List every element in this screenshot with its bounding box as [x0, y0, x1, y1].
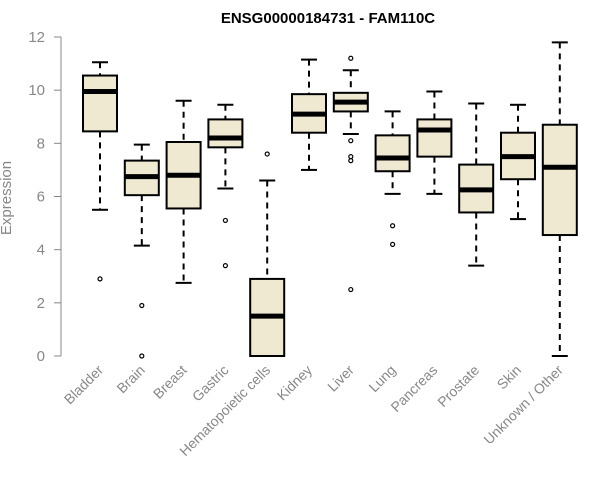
box-prostate — [458, 102, 495, 267]
box-group — [82, 41, 578, 359]
box-gastric — [207, 103, 244, 269]
box-pancreas — [416, 90, 453, 195]
y-tick-label: 10 — [28, 82, 45, 99]
box-bladder — [82, 61, 118, 282]
iqr-box — [374, 134, 411, 173]
outlier-point — [222, 217, 228, 224]
iqr-box — [82, 74, 118, 133]
outlier-point — [139, 302, 145, 309]
y-axis-label: Expression — [0, 161, 15, 235]
x-tick-label: Bladder — [61, 362, 107, 408]
y-tick-label: 0 — [37, 348, 45, 365]
y-tick-label: 4 — [37, 242, 45, 259]
box-breast — [165, 99, 202, 284]
iqr-box — [416, 118, 453, 158]
x-tick-label: Kidney — [274, 362, 316, 404]
y-axis: 0 2 4 6 8 10 12 — [28, 29, 62, 365]
chart-title: ENSG00000184731 - FAM110C — [221, 10, 435, 27]
y-tick-label: 6 — [37, 189, 45, 206]
outlier-point — [348, 286, 354, 293]
box-hematopoietic-cells — [249, 151, 286, 357]
x-tick-label: Lung — [365, 362, 398, 395]
box-lung — [374, 110, 411, 247]
box-brain — [123, 143, 160, 359]
x-tick-label: Prostate — [434, 362, 482, 410]
outlier-point — [97, 276, 103, 282]
outlier-point — [139, 353, 145, 359]
box-liver — [332, 55, 369, 293]
outlier-point — [264, 151, 270, 157]
y-tick-label: 8 — [37, 135, 45, 152]
outlier-point — [348, 158, 354, 164]
x-tick-label: Liver — [324, 362, 357, 395]
x-tick-label: Brain — [113, 362, 147, 396]
iqr-box — [207, 118, 244, 149]
x-tick-label: Skin — [494, 362, 525, 393]
outlier-point — [222, 263, 228, 269]
x-tick-label: Breast — [150, 362, 190, 402]
box-kidney — [291, 58, 327, 171]
box-skin — [500, 103, 536, 221]
outlier-point — [348, 55, 354, 61]
box-unknown-other — [541, 41, 578, 357]
x-tick-label: Unknown / Other — [480, 362, 566, 448]
outlier-point — [348, 138, 354, 144]
y-tick-label: 2 — [37, 295, 45, 312]
y-tick-label: 12 — [28, 29, 45, 46]
outlier-point — [390, 241, 396, 247]
outlier-point — [390, 223, 396, 229]
iqr-box — [541, 123, 578, 237]
